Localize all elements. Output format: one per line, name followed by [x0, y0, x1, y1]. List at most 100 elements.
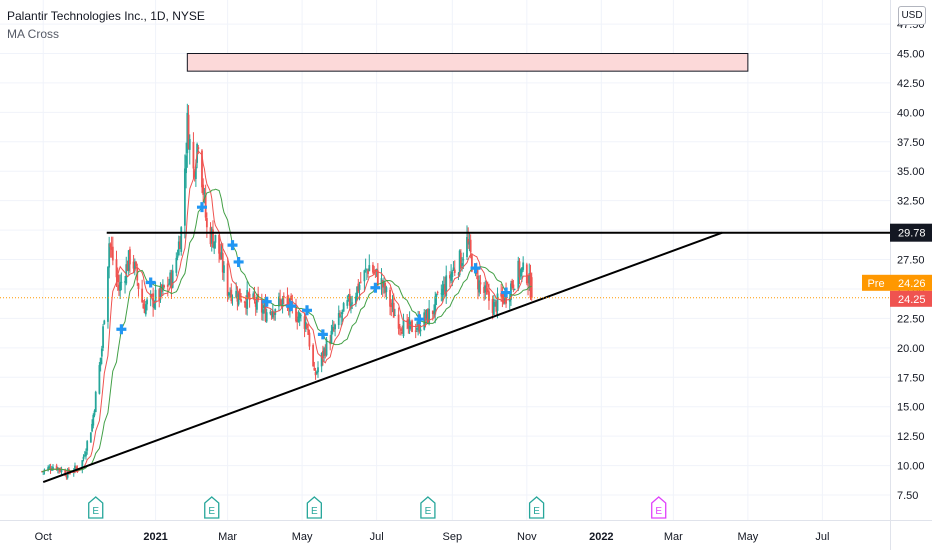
- candle-body: [166, 284, 169, 287]
- candle-body: [260, 299, 263, 313]
- candle-body: [100, 348, 103, 357]
- candle-body: [308, 332, 311, 347]
- candle-body: [213, 241, 216, 249]
- candle-body: [201, 150, 203, 188]
- candle-body: [110, 247, 113, 250]
- candle-body: [325, 339, 328, 356]
- candle-body: [494, 299, 496, 301]
- candle-body: [365, 269, 368, 271]
- price-tick-label: 15.00: [897, 402, 925, 414]
- candle-body: [359, 281, 362, 283]
- candle-body: [154, 289, 157, 303]
- candle-body: [253, 294, 256, 301]
- candle-body: [231, 296, 234, 299]
- candle-body: [450, 273, 453, 281]
- candle-body: [346, 300, 349, 306]
- time-scale[interactable]: Oct 2021 Mar May Jul Sep Nov 2022 Mar May Jul: [35, 531, 830, 543]
- candle-body: [358, 284, 361, 290]
- candle-body: [307, 329, 310, 335]
- candle-body: [132, 261, 135, 269]
- candle-body: [223, 265, 225, 273]
- candle-body: [517, 260, 520, 289]
- candle-body: [442, 284, 445, 292]
- candle-body: [69, 473, 71, 475]
- candle-body: [433, 312, 435, 313]
- ma-cross-marker: [145, 277, 156, 288]
- candle-body: [286, 296, 289, 304]
- candle-body: [203, 192, 206, 194]
- candle-body: [496, 293, 499, 311]
- candle-body: [331, 326, 334, 331]
- candle-body: [320, 352, 323, 367]
- candle-body: [218, 234, 220, 254]
- candle-body: [484, 285, 487, 293]
- candle-body: [436, 292, 439, 293]
- candle-body: [511, 280, 514, 287]
- candle-body: [389, 289, 391, 307]
- candle-body: [448, 275, 451, 279]
- candle-body: [124, 281, 126, 283]
- candle-body: [372, 264, 374, 273]
- candle-body: [351, 302, 354, 304]
- candle-body: [183, 168, 186, 226]
- indicator-label[interactable]: MA Cross: [7, 27, 60, 41]
- ma-cross-marker: [233, 256, 244, 267]
- candle-body: [74, 465, 76, 471]
- candle-body: [41, 471, 43, 473]
- candle-body: [522, 262, 525, 270]
- candle-body: [75, 466, 78, 468]
- grid: [0, 0, 890, 520]
- time-tick-label: Mar: [218, 531, 237, 543]
- ma-cross-marker: [470, 263, 481, 274]
- candle-body: [299, 315, 302, 317]
- price-tick-label: 42.50: [897, 78, 925, 90]
- earnings-label: E: [208, 506, 215, 517]
- candle-body: [197, 147, 200, 150]
- candle-body: [313, 367, 316, 371]
- price-tick-label: 27.50: [897, 255, 925, 267]
- candle-body: [337, 313, 340, 326]
- candle-body: [85, 451, 87, 457]
- candle-body: [107, 266, 109, 322]
- candle-body: [265, 312, 268, 322]
- candle-body: [467, 238, 470, 244]
- candle-body: [502, 296, 505, 304]
- candle-body: [257, 294, 260, 301]
- candle-body: [278, 296, 280, 307]
- ma-cross-marker: [414, 314, 425, 325]
- time-tick-label: Mar: [664, 531, 683, 543]
- candle-body: [314, 372, 317, 376]
- price-scale[interactable]: 7.5010.0012.5015.0017.5020.0022.5025.002…: [897, 19, 925, 502]
- candle-body: [332, 328, 335, 330]
- earnings-label: E: [533, 506, 540, 517]
- candle-body: [280, 299, 283, 307]
- ma-cross-marker: [261, 296, 272, 307]
- time-tick-label: Oct: [35, 531, 52, 543]
- candle-body: [247, 292, 250, 296]
- candle-body: [394, 315, 396, 316]
- candle-body: [214, 235, 217, 243]
- candle-body: [462, 259, 465, 261]
- price-tick-label: 45.00: [897, 49, 925, 61]
- candle-body: [230, 289, 233, 302]
- candle-body: [409, 321, 412, 323]
- candle-body: [323, 348, 326, 356]
- candle-body: [65, 475, 68, 478]
- candle-body: [50, 469, 53, 471]
- annotations: [0, 231, 890, 483]
- candle-body: [153, 303, 156, 309]
- candle-body: [363, 270, 366, 282]
- candle-body: [159, 285, 162, 300]
- candle-body: [59, 469, 62, 472]
- candle-body: [202, 184, 205, 195]
- candle-body: [176, 256, 179, 258]
- earnings-icon: [420, 496, 436, 519]
- candle-body: [226, 263, 229, 296]
- currency-button[interactable]: USD: [898, 6, 926, 25]
- candle-body: [93, 410, 96, 416]
- candle-body: [89, 432, 92, 443]
- candle-body: [470, 255, 473, 272]
- target-zone-rect: [186, 53, 749, 72]
- candle-body: [209, 227, 212, 245]
